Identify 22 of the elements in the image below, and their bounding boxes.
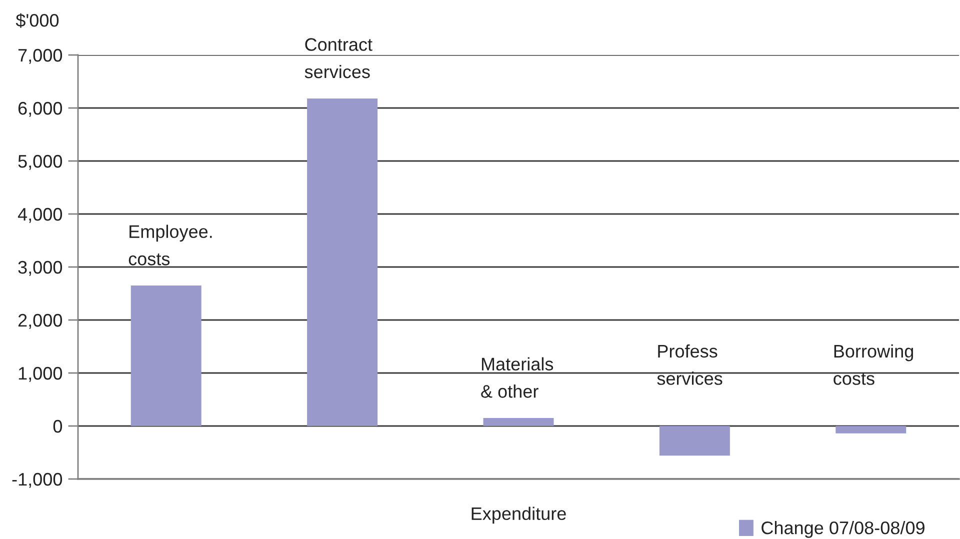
x-axis-title: Expenditure — [472, 506, 566, 524]
legend-label: Change 07/08-08/09 — [762, 521, 924, 538]
x-tick-label: Materials & other — [481, 357, 554, 398]
bar — [130, 286, 202, 426]
y-tick-label: 7,000 — [18, 48, 62, 64]
y-tick-label: 6,000 — [18, 102, 62, 117]
y-tick-label: 1,000 — [18, 366, 62, 382]
bar — [483, 418, 554, 426]
x-tick-label: Employee. costs — [128, 224, 212, 266]
y-tick-label: 0 — [53, 420, 62, 433]
y-tick-label: 2,000 — [18, 314, 62, 329]
y-tick-label: -1,000 — [12, 472, 62, 488]
y-tick-label: 4,000 — [18, 208, 62, 223]
bar — [307, 98, 378, 426]
bar — [836, 426, 906, 434]
x-tick-label: Borrowing costs — [834, 344, 914, 385]
y-tick-label: 3,000 — [18, 260, 62, 276]
x-tick-label: Profess services — [657, 344, 722, 385]
y-tick-label: 5,000 — [18, 154, 62, 170]
bar — [659, 426, 730, 456]
y-axis-title: $'000 — [16, 13, 59, 28]
x-tick-label: Contract services — [304, 38, 372, 78]
